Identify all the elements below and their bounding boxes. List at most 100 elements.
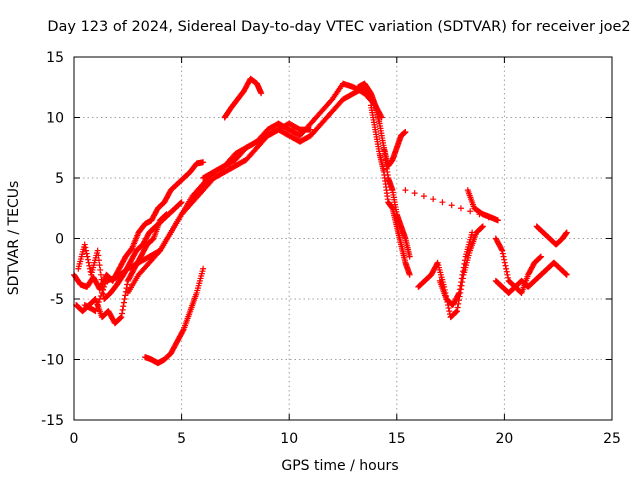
x-tick-label: 10	[280, 431, 298, 447]
data-point	[456, 289, 463, 296]
data-point	[445, 305, 452, 312]
x-tick-label: 15	[388, 431, 406, 447]
data-point	[453, 308, 460, 315]
data-point	[307, 126, 314, 133]
data-point	[101, 283, 108, 290]
x-axis-label: GPS time / hours	[281, 458, 398, 474]
data-point	[98, 289, 105, 296]
data-point	[117, 315, 124, 322]
data-point	[177, 199, 184, 206]
data-point	[83, 250, 90, 257]
data-point	[562, 270, 569, 277]
y-axis-label: SDTVAR / TECUs	[6, 181, 22, 296]
data-point	[460, 268, 467, 275]
data-point	[499, 250, 506, 257]
y-tick-label: 10	[46, 111, 64, 127]
data-points	[71, 75, 570, 367]
x-tick-label: 5	[177, 431, 186, 447]
data-point	[446, 308, 453, 315]
data-point	[180, 327, 187, 334]
data-point	[92, 308, 99, 315]
data-point	[94, 302, 101, 309]
data-point	[503, 268, 510, 275]
data-point	[537, 253, 544, 260]
x-tick-label: 0	[70, 431, 79, 447]
data-point	[117, 314, 124, 321]
y-tick-label: 5	[55, 171, 64, 187]
data-point	[454, 308, 461, 315]
data-point	[95, 257, 102, 264]
data-point	[98, 276, 105, 283]
data-point	[82, 244, 89, 251]
data-point	[95, 252, 102, 259]
data-point	[476, 211, 483, 218]
data-point	[102, 280, 109, 287]
data-point	[402, 129, 409, 136]
data-point	[118, 314, 125, 321]
data-point	[505, 274, 512, 281]
data-point	[96, 296, 103, 302]
data-point	[118, 310, 125, 317]
data-point	[458, 275, 465, 282]
data-point	[97, 292, 104, 299]
x-tick-label: 20	[495, 431, 513, 447]
data-point	[536, 254, 543, 261]
data-point	[93, 305, 100, 312]
data-point	[455, 291, 462, 298]
data-point	[501, 259, 508, 266]
data-point	[84, 256, 91, 263]
data-point	[537, 254, 544, 261]
data-point	[439, 199, 446, 206]
data-point	[563, 271, 570, 278]
data-point	[100, 286, 107, 293]
data-point	[504, 271, 511, 278]
data-point	[456, 286, 463, 293]
data-point	[97, 266, 104, 273]
data-point	[498, 246, 505, 253]
data-point	[402, 187, 409, 194]
data-point	[200, 159, 207, 166]
data-point	[85, 259, 92, 266]
data-point	[494, 217, 501, 224]
data-point	[91, 296, 98, 303]
data-point	[485, 214, 492, 221]
data-point	[499, 247, 506, 254]
data-point	[460, 264, 467, 271]
grid-lines	[74, 57, 612, 420]
data-point	[502, 262, 509, 269]
y-tick-label: -5	[50, 292, 64, 308]
data-point	[458, 279, 465, 286]
data-point	[120, 303, 127, 310]
data-point	[123, 285, 130, 292]
data-point	[457, 205, 464, 212]
data-point	[83, 247, 90, 254]
data-point	[563, 229, 570, 236]
data-point	[178, 199, 185, 206]
data-point	[517, 289, 524, 296]
data-point	[81, 241, 88, 248]
y-tick-label: 15	[46, 50, 64, 66]
data-point	[469, 229, 476, 236]
data-point	[454, 304, 461, 311]
axis-ticks: 0 5 10 15 20 25 -15 -10 -5 0 5 10 15	[41, 50, 621, 447]
data-point	[406, 271, 413, 278]
x-tick-label: 25	[603, 431, 621, 447]
data-point	[459, 271, 466, 278]
data-point	[406, 253, 413, 260]
data-point	[149, 236, 156, 243]
data-point	[563, 271, 570, 278]
data-point	[84, 253, 91, 260]
data-point	[501, 256, 508, 263]
data-point	[200, 265, 207, 272]
data-point	[411, 190, 418, 197]
data-point	[95, 299, 102, 306]
data-point	[457, 282, 464, 289]
data-point	[420, 193, 427, 200]
data-point	[258, 90, 265, 97]
data-point	[461, 260, 468, 267]
chart-title: Day 123 of 2024, Sidereal Day-to-day VTE…	[47, 19, 630, 35]
data-point	[96, 262, 103, 269]
data-point	[94, 247, 101, 254]
data-point	[97, 271, 104, 278]
